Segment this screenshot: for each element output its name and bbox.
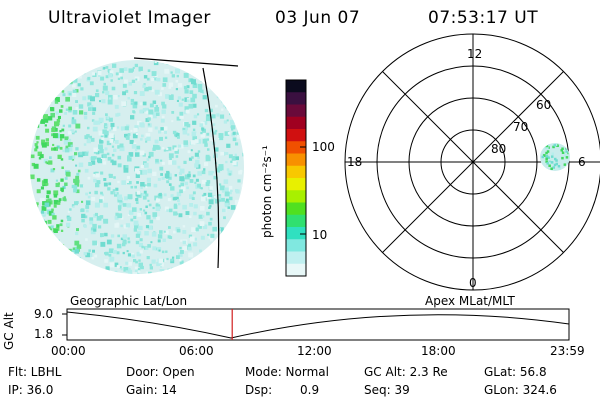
info-seq: Seq: 39 — [364, 383, 410, 397]
timeline-xtick-1: 06:00 — [179, 344, 214, 358]
colorbar-segment — [286, 178, 306, 191]
ring-label-80: 80 — [491, 142, 507, 156]
timeline-xtick-4: 23:59 — [550, 344, 585, 358]
ring-label-70: 70 — [513, 120, 529, 134]
info-door: Door: Open — [126, 365, 195, 379]
colorbar-segment — [286, 165, 306, 179]
timeline-left-title: Geographic Lat/Lon — [70, 294, 188, 308]
info-ip: IP: 36.0 — [8, 383, 54, 397]
timeline-right-title: Apex MLat/MLT — [425, 294, 515, 308]
colorbar — [285, 79, 307, 277]
colorbar-segment — [286, 251, 306, 265]
info-mode: Mode: Normal — [245, 365, 329, 379]
polar-label-18: 18 — [347, 155, 363, 169]
app-title: Ultraviolet Imager — [48, 8, 211, 28]
info-flt: Flt: LBHL — [8, 365, 62, 379]
info-glon: GLon: 324.6 — [484, 383, 557, 397]
timeline-xtick-3: 18:00 — [421, 344, 456, 358]
info-dsp-label: Dsp: — [245, 383, 273, 397]
info-gain: Gain: 14 — [126, 383, 177, 397]
colorbar-segment — [286, 129, 306, 142]
colorbar-segment — [286, 190, 306, 203]
colorbar-segment — [286, 263, 306, 277]
timeline-xtick-0: 00:00 — [51, 344, 86, 358]
colorbar-tick-100: 100 — [312, 140, 335, 154]
polar-label-0: 0 — [469, 276, 477, 290]
timeline-ylabel: GC Alt — [2, 312, 16, 350]
timeline-plot — [62, 308, 570, 341]
info-gcalt: GC Alt: 2.3 Re — [364, 365, 448, 379]
colorbar-label: photon cm⁻²s⁻¹ — [260, 145, 274, 238]
globe-image — [30, 60, 244, 274]
polar-label-12: 12 — [467, 47, 483, 61]
timeline-xtick-2: 12:00 — [297, 344, 332, 358]
colorbar-tick-10: 10 — [312, 228, 328, 242]
colorbar-segment — [286, 92, 306, 105]
colorbar-segment — [286, 202, 306, 216]
colorbar-segment — [286, 80, 306, 93]
limb-line — [202, 67, 220, 269]
timeline-ymin: 1.8 — [34, 327, 54, 341]
timeline-ymax: 9.0 — [34, 307, 54, 321]
date-label: 03 Jun 07 — [275, 8, 361, 28]
terminator-line — [133, 57, 239, 67]
colorbar-segment — [286, 153, 306, 167]
time-label: 07:53:17 UT — [428, 8, 539, 28]
polar-label-6: 6 — [578, 155, 586, 169]
info-dsp-value: 0.9 — [300, 383, 320, 397]
colorbar-segment — [286, 239, 306, 252]
colorbar-segment — [286, 104, 306, 118]
colorbar-segment — [286, 214, 306, 228]
colorbar-segment — [286, 227, 306, 240]
ring-label-60: 60 — [536, 98, 552, 112]
colorbar-segment — [286, 116, 306, 130]
info-glat: GLat: 56.8 — [484, 365, 547, 379]
colorbar-segment — [286, 141, 306, 154]
